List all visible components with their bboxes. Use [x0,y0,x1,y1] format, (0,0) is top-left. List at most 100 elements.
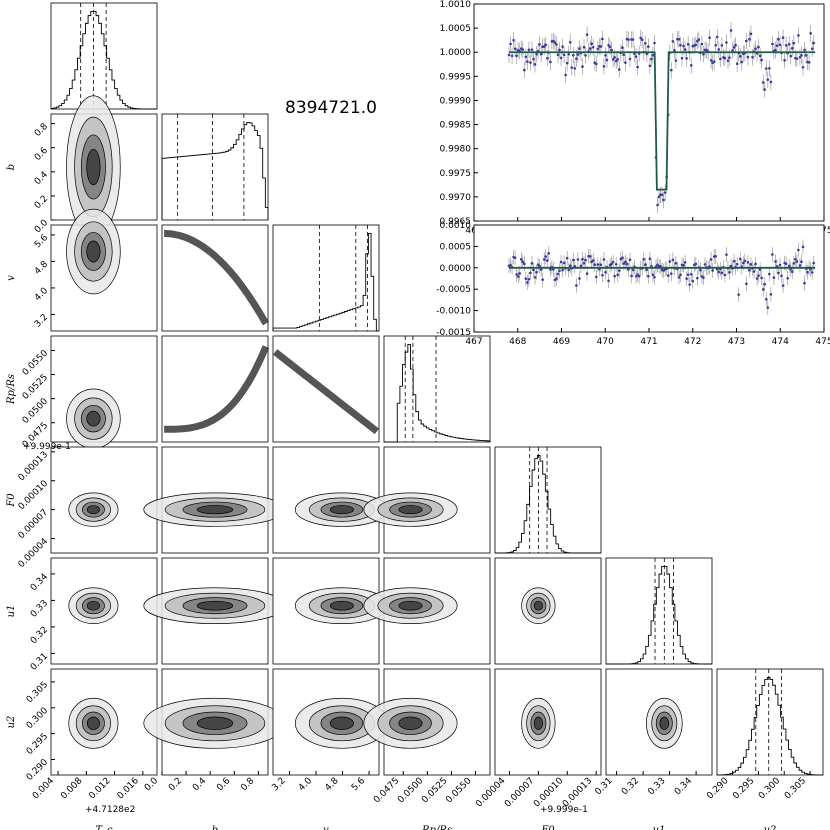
data-point [700,42,704,46]
data-point [594,62,598,66]
panel-2-2 [272,224,380,332]
data-point [651,53,655,57]
data-point [714,43,718,47]
data-point [757,274,760,277]
data-point [584,54,587,57]
data-point [715,35,719,39]
y-tick-label: 0.00004 [17,536,51,570]
data-point [679,43,682,47]
data-point [806,270,809,274]
contour-3 [86,410,101,427]
data-point [743,259,747,263]
y-tick-label: 1.0010 [440,0,472,10]
data-point [725,41,728,44]
data-point [760,58,763,62]
data-point [792,41,796,45]
x-axis-label: b [212,825,218,830]
histogram-line [384,344,491,443]
panel-6-2: 3.2 4.0 4.8 5.6 v [270,668,389,830]
data-point [749,263,753,266]
data-point [556,272,560,276]
density-contours [68,587,119,625]
x-tick-label: 0.4 [191,776,208,793]
data-point [541,278,544,281]
data-point [613,56,616,59]
x-tick-label: 0.008 [59,776,84,801]
data-point [547,251,551,255]
y-tick-label: 0.00013 [17,450,50,483]
data-point [671,258,675,262]
x-tick-label: 0.300 [757,776,782,801]
data-point [552,268,555,271]
data-point [783,59,786,62]
data-point [801,66,805,69]
data-point [647,274,650,278]
f0-offset-label: +9.999e-1 [23,442,71,452]
data-point [611,260,615,264]
x-tick-label: 0.6 [215,776,232,793]
density-contours [68,697,119,749]
data-point [553,41,557,44]
y-tick-label: 0.0005 [440,242,472,252]
data-point [565,61,569,65]
data-point [526,60,529,63]
contour-3 [329,716,354,730]
data-point [720,44,724,47]
data-point [810,47,814,51]
y-tick-label: 0.0550 [21,348,51,378]
data-point [579,264,583,268]
data-point [509,263,512,267]
data-point [754,262,757,266]
data-point [591,45,595,49]
data-point [809,268,812,271]
y-tick-label: 0.9975 [440,169,472,179]
data-point [670,272,673,275]
data-point [549,268,552,271]
data-point [797,248,800,252]
data-point [585,33,589,36]
data-point [807,61,811,64]
histogram-line [272,233,379,332]
y-tick-label: 0.32 [29,625,50,646]
panel-5-4 [494,557,602,665]
data-point [636,65,639,69]
y-axis-label: b [6,164,17,170]
data-point [567,52,571,56]
data-point [513,47,517,51]
data-point [784,43,788,47]
y-tick-label: 0.0 [33,218,50,235]
data-point [588,255,592,258]
data-point [809,32,812,35]
data-point [507,53,511,57]
data-point [810,271,814,274]
data-point [599,45,603,48]
data-point [657,195,661,199]
data-point [562,261,566,265]
data-point [691,279,695,283]
density-contours [66,388,121,449]
data-point [568,40,572,44]
data-point [712,60,716,63]
data-point [628,258,632,262]
data-point [682,44,685,48]
model-line [509,51,816,191]
data-point [539,268,543,271]
x-tick-label: 473 [728,337,745,347]
data-point [582,261,586,265]
data-point [636,273,639,276]
data-point [631,268,635,272]
y-tick-label: 4.0 [33,286,50,303]
data-point [685,277,688,280]
y-tick-label: 0.2 [33,194,50,211]
y-tick-label: 3.2 [33,312,50,329]
data-point [616,58,620,61]
y-tick-label: 0.4 [33,170,50,187]
data-point [542,258,546,261]
x-tick-label: 0.00004 [474,776,508,810]
data-point [673,49,676,52]
data-point [735,262,739,266]
x-offset-label: +4.7128e2 [85,805,135,815]
x-tick-label: 0.0550 [444,776,474,806]
data-point [535,271,538,274]
